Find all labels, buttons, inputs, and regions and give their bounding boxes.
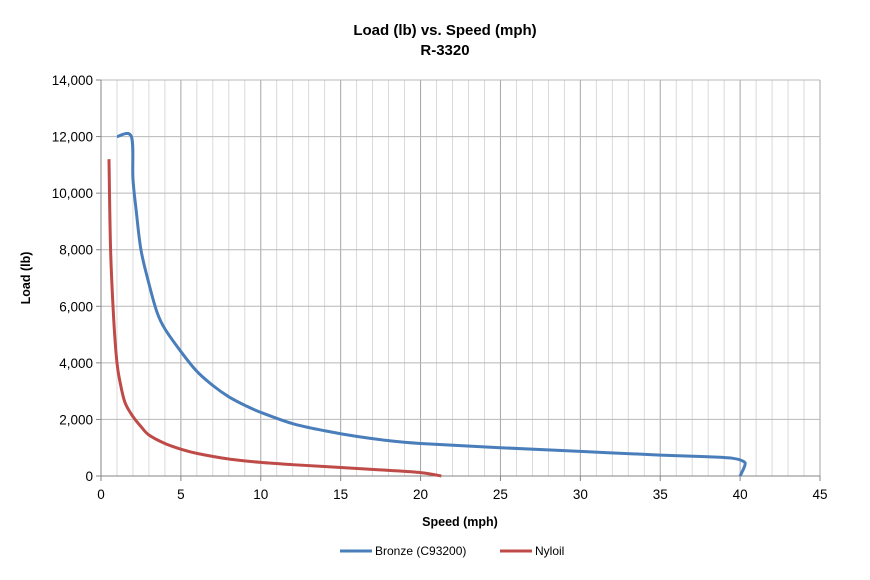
x-tick-label: 25 bbox=[493, 487, 508, 502]
x-tick-label: 40 bbox=[733, 487, 748, 502]
y-tick-label: 2,000 bbox=[59, 412, 93, 427]
series-lines bbox=[107, 131, 747, 478]
legend-label-bronze: Bronze (C93200) bbox=[375, 544, 466, 558]
chart-title: Load (lb) vs. Speed (mph) bbox=[353, 22, 536, 39]
y-tick-label: 0 bbox=[85, 469, 93, 484]
y-tick-label: 14,000 bbox=[52, 73, 93, 88]
legend: Bronze (C93200) Nyloil bbox=[340, 544, 564, 558]
axes bbox=[96, 79, 821, 481]
x-tick-label: 30 bbox=[573, 487, 588, 502]
x-tick-label: 15 bbox=[333, 487, 348, 502]
tick-labels: 0 5 10 15 20 25 30 35 40 45 0 2,000 4,000 6,000 8,000 1… bbox=[52, 73, 828, 502]
y-tick-label: 8,000 bbox=[59, 243, 93, 258]
x-tick-label: 10 bbox=[253, 487, 268, 502]
chart-subtitle: R-3320 bbox=[420, 42, 469, 59]
series-line-nyloil bbox=[107, 159, 442, 478]
y-tick-label: 10,000 bbox=[52, 186, 93, 201]
y-axis-title: Load (lb) bbox=[19, 252, 33, 305]
x-tick-label: 0 bbox=[97, 487, 105, 502]
y-tick-label: 6,000 bbox=[59, 299, 93, 314]
y-tick-label: 4,000 bbox=[59, 356, 93, 371]
x-axis-title: Speed (mph) bbox=[422, 515, 498, 529]
x-tick-label: 45 bbox=[812, 487, 827, 502]
legend-label-nyloil: Nyloil bbox=[535, 544, 564, 558]
series-line-bronze bbox=[116, 131, 747, 477]
y-tick-label: 12,000 bbox=[52, 130, 93, 145]
grid bbox=[101, 79, 821, 476]
x-tick-label: 5 bbox=[177, 487, 185, 502]
x-tick-label: 20 bbox=[413, 487, 428, 502]
x-tick-label: 35 bbox=[653, 487, 668, 502]
